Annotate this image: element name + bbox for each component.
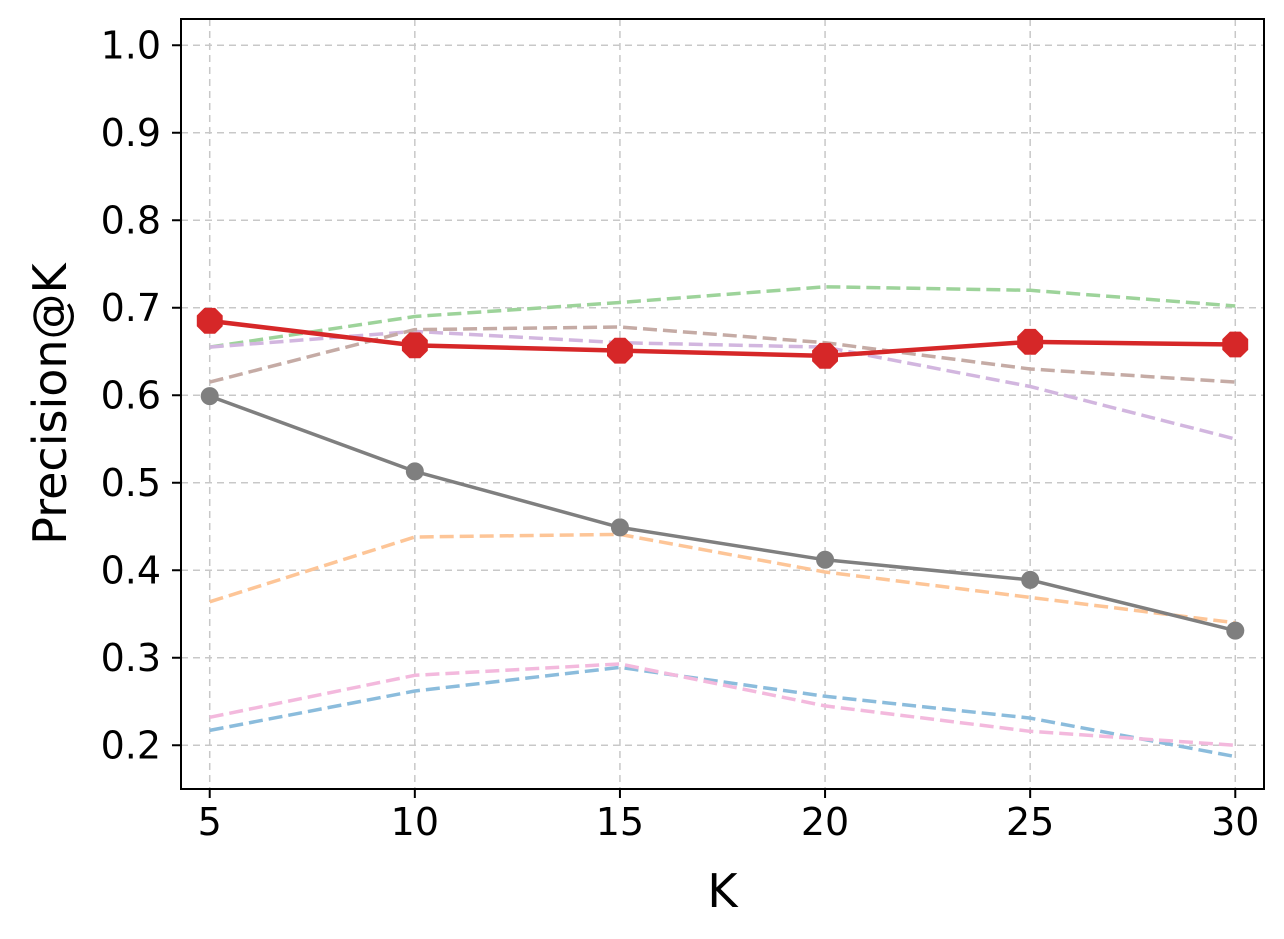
y-tick-label: 0.9 [101,111,161,155]
x-tick-label: 20 [801,800,849,844]
y-tick-label: 0.7 [101,286,161,330]
x-tick-label: 30 [1211,800,1259,844]
x-tick-label: 10 [391,800,439,844]
series-line-8 [209,318,1236,359]
series-7-point [405,462,424,481]
series-8-point [607,337,633,364]
y-tick-label: 0.6 [101,373,161,417]
series-line-3 [209,285,1236,349]
series-line-2 [209,532,1236,625]
y-tick-label: 0.5 [101,461,161,505]
series-line-7 [209,394,1236,633]
y-tick-label: 0.4 [101,548,161,592]
y-axis-label: Precision@K [23,261,77,544]
series-line-4 [209,329,1236,441]
series-markers [196,307,1249,640]
series-7-point [1021,570,1040,589]
series-8-point [196,307,223,334]
series-line-6 [209,662,1236,748]
series-7-point [1226,621,1245,640]
y-tick-label: 0.8 [101,198,161,242]
grid-lines [181,19,1264,789]
plot-frame [180,18,1265,790]
y-tick-label: 1.0 [101,23,161,67]
x-tick-label: 15 [596,800,644,844]
series-8-point [401,332,428,359]
series-7-point [200,387,219,406]
series-lines [209,285,1236,759]
y-tick-label: 0.3 [101,636,161,680]
x-tick-label: 5 [198,800,222,844]
series-8-point [812,342,838,369]
series-line-5 [209,325,1236,384]
series-line-1 [209,665,1236,759]
axis-ticks: 5 10 15 20 25 30 0.2 0.3 0.4 0.5 0.6 0.7 0.8 0.9 1.0 [101,23,1260,844]
x-tick-label: 25 [1006,800,1054,844]
series-7-point [816,550,835,569]
series-8-point [1222,331,1249,358]
series-8-point [1017,328,1044,355]
series-7-point [610,518,629,537]
x-axis-label: K [707,864,739,918]
y-tick-label: 0.2 [101,723,161,767]
